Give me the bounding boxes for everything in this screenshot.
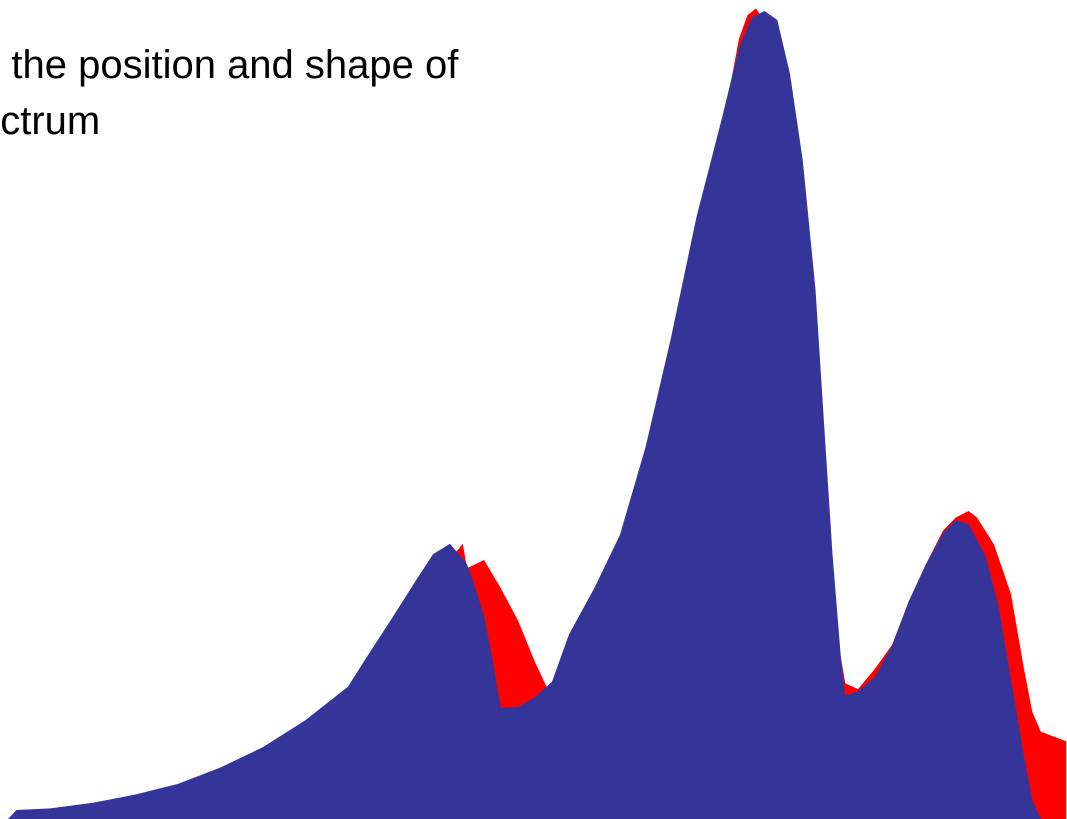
caption-text: e the position and shape of ectrum bbox=[0, 40, 600, 160]
caption-line-1: e the position and shape of bbox=[0, 43, 459, 87]
series-area-original bbox=[8, 11, 1041, 819]
caption-line-2: ectrum bbox=[0, 99, 101, 143]
